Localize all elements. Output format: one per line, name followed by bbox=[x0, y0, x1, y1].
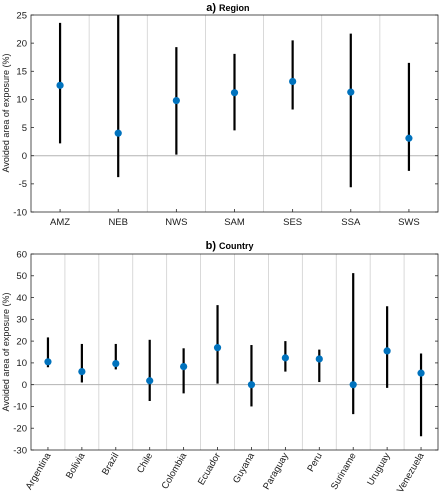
data-point-neb bbox=[114, 129, 122, 137]
panel-a-ylabel: Avoided area of exposure (%) bbox=[1, 54, 11, 173]
x-tick-label-sws: SWS bbox=[398, 217, 420, 228]
data-point-paraguay bbox=[281, 354, 289, 362]
x-tick-label-brazil: Brazil bbox=[100, 451, 121, 477]
data-point-sws bbox=[405, 134, 413, 142]
panel-b-marks bbox=[44, 273, 425, 437]
data-point-colombia bbox=[180, 362, 188, 371]
panel-region: -10 -5 0 5 10 15 20 25 AMZ NEB NWS SAM SES SSA SWS a)… bbox=[1, 2, 439, 228]
panel-b-frame bbox=[30, 253, 439, 451]
y-tick-label: -10 bbox=[13, 402, 27, 413]
data-point-amz bbox=[56, 81, 64, 89]
y-tick-label: -5 bbox=[19, 179, 27, 190]
y-tick-label: 60 bbox=[16, 249, 27, 260]
panel-a-y-ticks: -10 -5 0 5 10 15 20 25 bbox=[13, 10, 438, 218]
data-point-guyana bbox=[247, 381, 256, 389]
panel-a-x-ticks: AMZ NEB NWS SAM SES SSA SWS bbox=[50, 209, 420, 228]
data-point-bolivia bbox=[78, 368, 86, 376]
x-tick-label-peru: Peru bbox=[305, 451, 325, 474]
y-tick-label: 30 bbox=[16, 315, 27, 326]
y-tick-label: 5 bbox=[22, 123, 27, 134]
data-point-ecuador bbox=[213, 344, 222, 352]
y-tick-label: 10 bbox=[16, 95, 27, 106]
data-point-sam bbox=[230, 89, 239, 97]
x-tick-label-ses: SES bbox=[283, 217, 302, 228]
x-tick-label-colombia: Colombia bbox=[160, 450, 190, 491]
panel-b-ylabel: Avoided area of exposure (%) bbox=[1, 293, 11, 412]
y-tick-label: 25 bbox=[16, 10, 27, 21]
y-tick-label: -30 bbox=[13, 445, 27, 456]
panel-a-label: a) bbox=[206, 2, 216, 14]
y-tick-label: -10 bbox=[13, 207, 27, 218]
x-tick-label-chile: Chile bbox=[135, 451, 155, 475]
x-tick-label-argentina: Argentina bbox=[24, 450, 54, 491]
panel-a-marks bbox=[56, 15, 413, 188]
x-tick-label-ssa: SSA bbox=[341, 217, 361, 228]
data-point-suriname bbox=[349, 381, 357, 389]
x-tick-label-bolivia: Bolivia bbox=[64, 450, 88, 480]
panel-a-separators bbox=[88, 15, 381, 212]
x-tick-label-neb: NEB bbox=[108, 217, 128, 228]
x-tick-label-suriname: Suriname bbox=[329, 451, 359, 492]
y-tick-label: 20 bbox=[16, 38, 27, 49]
panel-country: -30 -20 -10 0 10 20 30 40 50 60 Argentina Bolivia B… bbox=[1, 240, 439, 494]
data-point-ses bbox=[289, 77, 297, 86]
panel-b-y-ticks: -30 -20 -10 0 10 20 30 40 50 60 bbox=[13, 249, 438, 456]
panel-b-separators bbox=[64, 254, 405, 450]
x-tick-label-guyana: Guyana bbox=[231, 450, 258, 485]
data-point-nws bbox=[172, 96, 180, 105]
y-tick-label: 0 bbox=[22, 151, 27, 162]
y-tick-label: -20 bbox=[13, 424, 27, 435]
data-point-ssa bbox=[347, 88, 355, 96]
x-tick-label-sam: SAM bbox=[224, 217, 245, 228]
x-tick-label-venezuela: Venezuela bbox=[395, 450, 427, 494]
data-point-argentina bbox=[44, 358, 52, 366]
data-point-chile bbox=[146, 377, 154, 385]
x-tick-label-paraguay: Paraguay bbox=[261, 451, 291, 492]
data-point-peru bbox=[315, 355, 323, 363]
y-tick-label: 50 bbox=[16, 271, 27, 282]
y-tick-label: 0 bbox=[22, 380, 27, 391]
data-point-brazil bbox=[112, 359, 120, 368]
panel-b-title: Country bbox=[219, 241, 254, 251]
y-tick-label: 40 bbox=[16, 293, 27, 304]
x-tick-label-amz: AMZ bbox=[50, 217, 70, 228]
data-point-uruguay bbox=[383, 347, 391, 355]
panel-b-label: b) bbox=[206, 240, 217, 252]
data-point-venezuela bbox=[417, 369, 425, 377]
panel-b-x-ticks: Argentina Bolivia Brazil Chile Colombia Ecuad… bbox=[24, 447, 427, 494]
y-tick-label: 20 bbox=[16, 336, 27, 347]
y-tick-label: 10 bbox=[16, 358, 27, 369]
x-tick-label-uruguay: Uruguay bbox=[365, 451, 393, 488]
y-tick-label: 15 bbox=[16, 67, 27, 78]
x-tick-label-ecuador: Ecuador bbox=[196, 451, 223, 487]
panel-a-title: Region bbox=[219, 3, 250, 13]
x-tick-label-nws: NWS bbox=[165, 217, 187, 228]
